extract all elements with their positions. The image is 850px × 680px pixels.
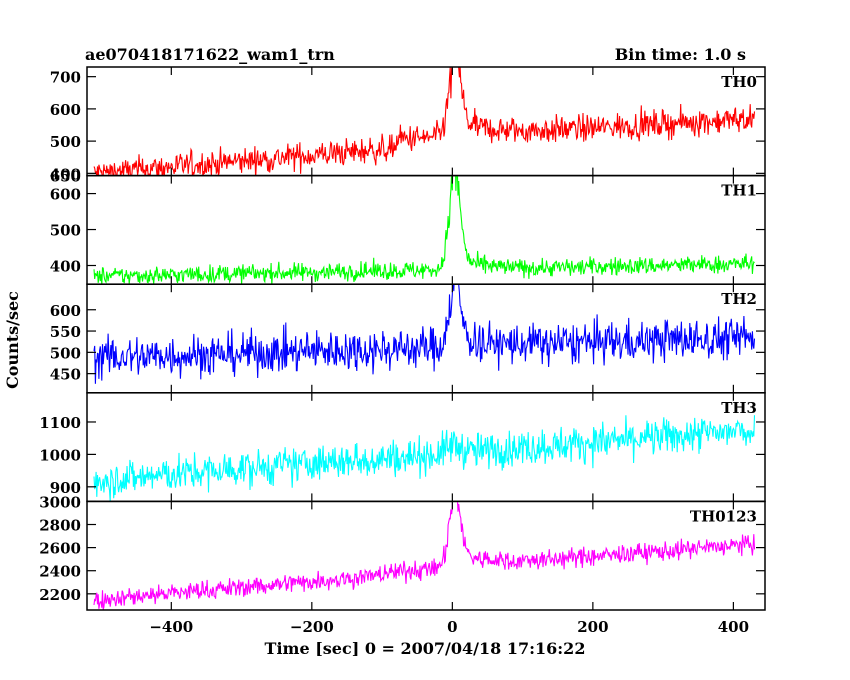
panel-th2: 450 500 550 600 TH2 bbox=[50, 283, 766, 394]
y-tick-label: 3000 bbox=[39, 493, 81, 511]
chart-title-left: ae070418171622_wam1_trn bbox=[85, 45, 335, 64]
y-tick-label: 400 bbox=[50, 258, 81, 276]
panel-label-th2: TH2 bbox=[721, 290, 757, 308]
panel-frame bbox=[86, 392, 766, 503]
y-tick-label: 900 bbox=[50, 479, 81, 497]
panel-label-th0123: TH0123 bbox=[690, 507, 757, 525]
series-th0-line bbox=[93, 67, 756, 176]
x-tick-label: 400 bbox=[718, 618, 749, 636]
panel-label-th3: TH3 bbox=[721, 399, 757, 417]
y-tick-label: 600 bbox=[50, 302, 81, 320]
x-tick-label: −400 bbox=[149, 618, 193, 636]
y-tick-label: 500 bbox=[50, 344, 81, 362]
y-tick-label: 2200 bbox=[39, 586, 81, 604]
y-tick-label: 650 bbox=[50, 168, 81, 186]
series-th1-line bbox=[93, 175, 755, 285]
y-tick-label: 500 bbox=[50, 222, 81, 240]
x-tick-label: 0 bbox=[447, 618, 457, 636]
y-tick-label: 2400 bbox=[39, 563, 81, 581]
series-th2-line bbox=[93, 284, 756, 384]
x-tick-label: −200 bbox=[290, 618, 334, 636]
y-tick-label: 1000 bbox=[39, 446, 81, 464]
panel-frame bbox=[86, 500, 766, 611]
x-axis-label: Time [sec] 0 = 2007/04/18 17:16:22 bbox=[265, 639, 586, 658]
panel-th0123: 2200 2400 2600 2800 3000 TH0123 bbox=[39, 493, 766, 611]
panel-label-th0: TH0 bbox=[721, 73, 757, 91]
panel-frame bbox=[86, 174, 766, 285]
panel-th3: 900 1000 1100 TH3 bbox=[39, 392, 766, 503]
y-tick-label: 2600 bbox=[39, 540, 81, 558]
y-tick-label: 1100 bbox=[39, 414, 81, 432]
series-th0123-line bbox=[93, 501, 756, 610]
y-tick-label: 600 bbox=[50, 186, 81, 204]
chart-title-right: Bin time: 1.0 s bbox=[615, 45, 746, 64]
y-axis-label: Counts/sec bbox=[3, 291, 22, 389]
y-tick-label: 450 bbox=[50, 366, 81, 384]
x-tick-label: 200 bbox=[577, 618, 608, 636]
y-tick-label: 400 bbox=[50, 165, 81, 183]
y-tick-label: 2800 bbox=[39, 517, 81, 535]
y-tick-label: 600 bbox=[50, 101, 81, 119]
y-tick-label: 500 bbox=[50, 133, 81, 151]
panel-label-th1: TH1 bbox=[721, 182, 757, 200]
x-axis: −400 −200 0 200 400 bbox=[149, 618, 749, 636]
y-tick-label: 550 bbox=[50, 323, 81, 341]
y-tick-label: 700 bbox=[50, 69, 81, 87]
series-th3-line bbox=[93, 415, 756, 502]
